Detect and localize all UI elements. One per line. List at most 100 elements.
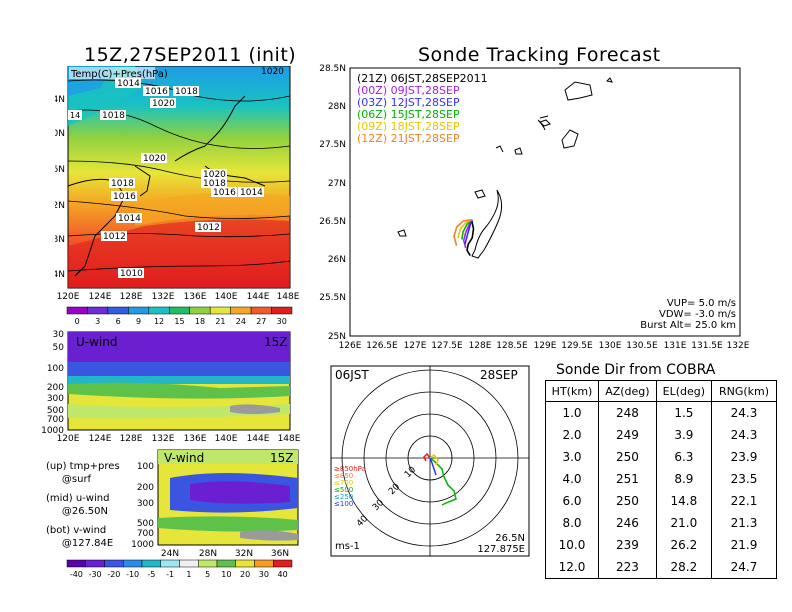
u-lon-tick: 124E bbox=[89, 434, 112, 444]
colorbar-swatch bbox=[230, 306, 252, 315]
polar-height-label: ≥850hPa bbox=[334, 465, 366, 473]
u-pres-tick: 500 bbox=[47, 406, 64, 416]
table-row: 2.0 249 3.9 24.3 bbox=[544, 424, 778, 446]
isobar-label: 1014 bbox=[240, 188, 263, 198]
temp-colorbar: 0 3 6 9 12 15 18 21 24 27 30 bbox=[66, 306, 293, 326]
u-pres-tick: 1000 bbox=[41, 426, 64, 436]
track-legend-item: (00Z) 09JST,28SEP bbox=[357, 84, 460, 97]
temp-lat-tick: 36N bbox=[55, 165, 65, 175]
polar-height-label: ≤100 bbox=[334, 500, 353, 508]
track-lat-tick: 28.5N bbox=[319, 64, 346, 74]
temp-lon-tick: 144E bbox=[247, 292, 270, 302]
cell-az: 223 bbox=[598, 556, 657, 579]
cell-el: 14.8 bbox=[655, 490, 712, 512]
u-lon-tick: 148E bbox=[278, 434, 301, 444]
colorbar-label: 12 bbox=[154, 317, 164, 326]
cell-rng: 22.1 bbox=[710, 490, 778, 512]
isobar-label: 1010 bbox=[120, 269, 143, 279]
cell-rng: 21.9 bbox=[710, 534, 778, 556]
isobar-label: 1016 bbox=[113, 192, 136, 202]
v-lat-tick: 28N bbox=[199, 549, 217, 558]
track-line bbox=[453, 218, 472, 246]
colorbar-label: 27 bbox=[256, 317, 266, 326]
track-lat-tick: 26.5N bbox=[319, 217, 346, 227]
u-lon-tick: 132E bbox=[152, 434, 175, 444]
vup-value: VUP= 5.0 m/s bbox=[666, 298, 736, 309]
track-line bbox=[461, 219, 473, 240]
u-pres-tick: 300 bbox=[47, 394, 64, 404]
temp-lon-tick: 124E bbox=[89, 292, 112, 302]
cell-az: 248 bbox=[598, 401, 657, 424]
isobar-label: 1020 bbox=[143, 154, 166, 164]
table-row: 3.0 250 6.3 23.9 bbox=[544, 446, 778, 468]
temp-lon-tick: 128E bbox=[120, 292, 143, 302]
table-header: AZ(deg) bbox=[598, 380, 657, 402]
colorbar-swatch bbox=[123, 559, 143, 568]
track-legend-item: (06Z) 15JST,28SEP bbox=[357, 108, 460, 121]
track-lon-ticks: 126E 126.5E 127E 127.5E 128E 128.5E 129E… bbox=[339, 341, 750, 351]
legend-note-up: (up) tmp+pres @surf bbox=[46, 461, 120, 485]
v-lat-tick: 36N bbox=[271, 549, 289, 558]
cell-height: 1.0 bbox=[544, 401, 600, 424]
colorbar-swatch bbox=[128, 306, 150, 315]
colorbar-swatch bbox=[273, 559, 293, 568]
track-lon-tick: 132E bbox=[727, 341, 750, 351]
cell-rng: 24.7 bbox=[710, 556, 778, 579]
colorbar-label: 1 bbox=[186, 570, 191, 579]
cell-height: 6.0 bbox=[544, 490, 600, 512]
track-lat-tick: 27.5N bbox=[319, 140, 346, 150]
isobar-label: 1018 bbox=[175, 87, 198, 97]
track-legend-item: (03Z) 12JST,28SEP bbox=[357, 96, 460, 109]
table-row: 8.0 246 21.0 21.3 bbox=[544, 512, 778, 534]
tracking-title: Sonde Tracking Forecast bbox=[418, 44, 661, 66]
colorbar-swatch bbox=[254, 559, 274, 568]
colorbar-swatch bbox=[85, 559, 105, 568]
polar-date: 28SEP bbox=[480, 368, 518, 382]
cell-az: 239 bbox=[598, 534, 657, 556]
table-header: RNG(km) bbox=[710, 380, 778, 402]
track-lat-tick: 26N bbox=[328, 255, 346, 265]
vdw-value: VDW= -3.0 m/s bbox=[659, 309, 736, 320]
u-pres-tick: 50 bbox=[53, 343, 65, 353]
track-lat-ticks: 28.5N 28N 27.5N 27N 26.5N 26N 25.5N 25N bbox=[319, 64, 346, 342]
cell-height: 4.0 bbox=[544, 468, 600, 490]
colorbar-swatch bbox=[66, 559, 86, 568]
cell-el: 1.5 bbox=[655, 401, 712, 424]
v-wind-panel: 100 200 300 500 700 1000 24N 28N 32N 36N… bbox=[131, 449, 299, 558]
colorbar-label: 3 bbox=[95, 317, 100, 326]
v-pres-tick: 100 bbox=[137, 462, 154, 472]
temp-lon-tick: 148E bbox=[277, 292, 300, 302]
u-lon-tick: 136E bbox=[184, 434, 207, 444]
track-lon-tick: 130E bbox=[599, 341, 622, 351]
cell-rng: 23.5 bbox=[710, 468, 778, 490]
table-title: Sonde Dir from COBRA bbox=[556, 362, 716, 378]
colorbar-swatch bbox=[148, 306, 170, 315]
colorbar-label: 0 bbox=[75, 317, 80, 326]
u-pres-tick: 700 bbox=[47, 415, 64, 425]
u-pres-tick: 100 bbox=[47, 364, 64, 374]
colorbar-swatch bbox=[209, 306, 231, 315]
colorbar-label: 30 bbox=[277, 317, 287, 326]
temp-lon-ticks: 120E 124E 128E 132E 136E 140E 144E 148E bbox=[57, 292, 300, 302]
isobar-labels: 1014 1016 1018 1020 1018 14 1020 1018 10… bbox=[68, 78, 264, 279]
temp-lon-tick: 140E bbox=[215, 292, 238, 302]
track-line bbox=[457, 218, 472, 239]
sonde-direction-table: HT(km) AZ(deg) EL(deg) RNG(km) 1.0 248 1.5… bbox=[544, 380, 778, 579]
colorbar-label: -10 bbox=[126, 570, 139, 579]
track-lat-tick: 28N bbox=[328, 102, 346, 112]
colorbar-swatch bbox=[216, 559, 236, 568]
cell-rng: 23.9 bbox=[710, 446, 778, 468]
colorbar-swatch bbox=[250, 306, 272, 315]
temp-lat-tick: 24N bbox=[55, 270, 65, 280]
u-pres-tick: 30 bbox=[53, 330, 65, 340]
polar-unit: ms-1 bbox=[335, 541, 360, 552]
temp-lat-tick: 40N bbox=[55, 129, 65, 139]
colorbar-label: -5 bbox=[147, 570, 155, 579]
temp-map: 120E 124E 128E 132E 136E 140E 144E 148E … bbox=[55, 66, 300, 302]
polar-time: 06JST bbox=[335, 368, 369, 382]
v-pres-tick: 300 bbox=[137, 499, 154, 509]
v-pres-tick: 200 bbox=[137, 483, 154, 493]
u-lon-tick: 144E bbox=[247, 434, 270, 444]
isobar-label: 1014 bbox=[117, 79, 140, 89]
track-lat-tick: 25N bbox=[328, 332, 346, 342]
